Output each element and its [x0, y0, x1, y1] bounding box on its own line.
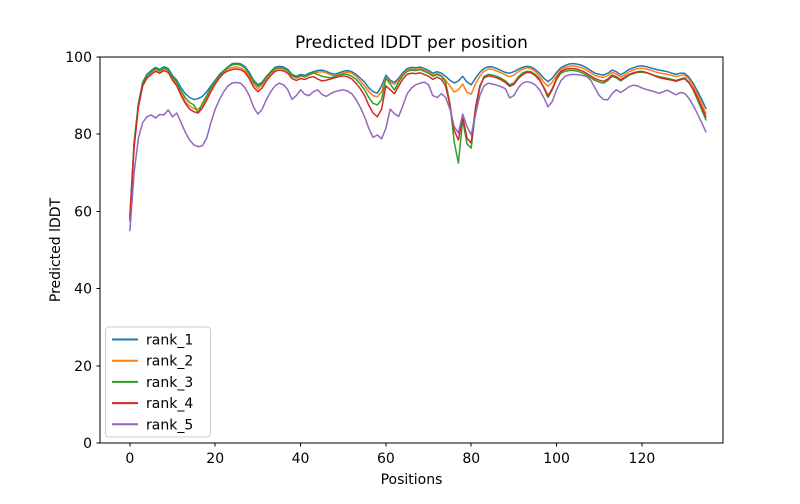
- x-tick-label: 120: [629, 451, 656, 467]
- series-line-rank_4: [129, 67, 707, 218]
- legend-frame: [105, 326, 211, 438]
- y-tick-label: 20: [74, 359, 92, 375]
- legend-label: rank_3: [146, 375, 193, 391]
- x-tick-label: 40: [292, 451, 310, 467]
- x-tick-label: 80: [462, 451, 480, 467]
- y-tick-label: 0: [83, 436, 92, 452]
- legend-label: rank_5: [146, 417, 193, 433]
- axes-frame: [99, 56, 724, 444]
- series-line-rank_2: [129, 65, 707, 220]
- legend-item-rank_1: rank_1: [112, 333, 193, 349]
- legend-item-rank_5: rank_5: [112, 417, 193, 433]
- series-line-rank_3: [129, 63, 707, 222]
- y-tick-label: 40: [74, 282, 92, 298]
- legend-item-rank_3: rank_3: [112, 375, 193, 391]
- y-tick-label: 100: [65, 50, 92, 66]
- y-axis-label: Predicted lDDT: [48, 197, 64, 302]
- y-tick-label: 60: [74, 204, 92, 220]
- legend-item-rank_2: rank_2: [112, 354, 193, 370]
- legend-label: rank_4: [146, 396, 193, 412]
- x-tick-label: 100: [543, 451, 570, 467]
- plot-title: Predicted lDDT per position: [295, 33, 528, 53]
- series-line-rank_5: [129, 73, 707, 232]
- legend-label: rank_2: [146, 354, 193, 370]
- x-tick-label: 20: [206, 451, 224, 467]
- legend: rank_1 rank_2 rank_3 rank_4 rank_5: [105, 326, 211, 438]
- y-tick-label: 80: [74, 127, 92, 143]
- x-axis-label: Positions: [381, 472, 443, 488]
- legend-label: rank_1: [146, 333, 193, 349]
- x-tick-label: 60: [377, 451, 395, 467]
- legend-item-rank_4: rank_4: [112, 396, 193, 412]
- x-tick-label: 0: [125, 451, 134, 467]
